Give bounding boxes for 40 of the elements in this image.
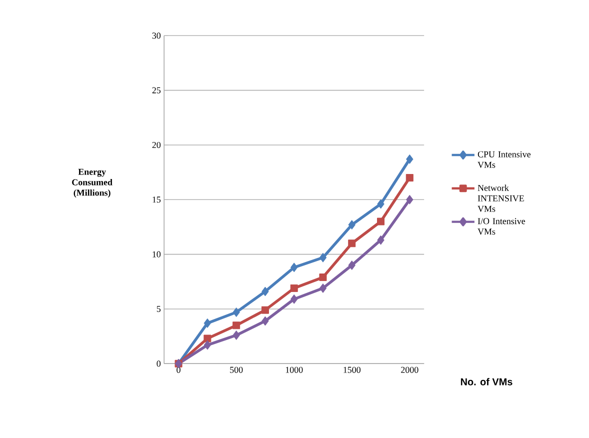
point: [232, 330, 240, 340]
y-axis-title: Energy Consumed (Millions): [72, 168, 112, 198]
point: [290, 284, 298, 292]
point: [262, 316, 269, 326]
x-tick-label: 1500: [344, 366, 360, 373]
y-tick-label: 5: [156, 306, 161, 312]
x-tick-label: 2000: [401, 366, 418, 373]
point: [406, 154, 414, 164]
point: [290, 262, 298, 272]
point: [406, 194, 414, 204]
point: [348, 260, 356, 270]
y-tick-label: 15: [152, 196, 161, 203]
point: [262, 286, 269, 296]
point: [377, 218, 385, 226]
y-tick-label: 20: [152, 142, 161, 148]
legend-label: Network INTENSIVE VMs: [478, 184, 524, 212]
point: [204, 334, 212, 342]
y-tick-label: 30: [152, 32, 161, 39]
x-tick-label: 500: [230, 366, 243, 373]
point: [261, 306, 269, 314]
point: [348, 220, 356, 230]
point: [348, 240, 356, 248]
point: [377, 235, 384, 245]
point: [204, 340, 212, 350]
y-tick-label: 10: [152, 251, 161, 258]
y-tick-label: 25: [152, 87, 161, 94]
y-tick-label: 0: [156, 360, 161, 367]
point: [290, 294, 298, 304]
point: [319, 274, 327, 282]
legend-label: CPU Intensive VMs: [478, 151, 531, 168]
point: [204, 318, 212, 328]
point: [232, 308, 240, 318]
x-axis-title: No. of VMs: [460, 378, 512, 386]
legend-label: I/O Intensive VMs: [478, 218, 526, 235]
point: [232, 322, 240, 330]
point: [406, 174, 414, 182]
point: [319, 283, 327, 293]
x-tick-label: 1000: [286, 366, 303, 373]
point: [319, 252, 327, 262]
point: [377, 199, 384, 209]
